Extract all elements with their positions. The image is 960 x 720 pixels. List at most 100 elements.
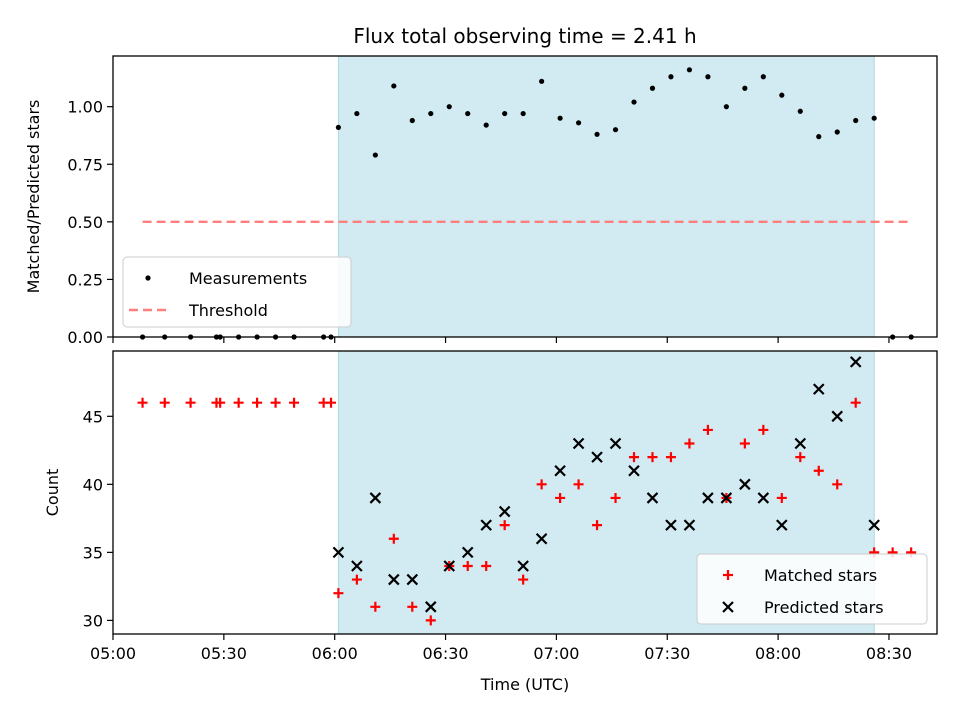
data-point bbox=[388, 533, 399, 544]
data-point bbox=[831, 410, 844, 423]
data-point bbox=[816, 134, 822, 140]
data-point bbox=[369, 492, 382, 504]
y-tick-label: 45 bbox=[83, 407, 103, 426]
axes-frame bbox=[112, 350, 938, 635]
data-point bbox=[332, 546, 345, 559]
legend: Matched stars Predicted stars bbox=[696, 553, 928, 625]
data-point bbox=[518, 574, 529, 585]
x-tick-label: 07:00 bbox=[533, 644, 579, 663]
x-tick-label: 06:30 bbox=[423, 644, 469, 663]
data-point bbox=[631, 99, 637, 105]
x-axis-label: Time (UTC) bbox=[480, 675, 569, 694]
data-point bbox=[333, 588, 344, 599]
data-point bbox=[612, 127, 619, 133]
data-point bbox=[406, 573, 419, 586]
data-point bbox=[705, 74, 711, 80]
data-point bbox=[407, 601, 418, 612]
data-point bbox=[215, 397, 226, 408]
legend-label: Matched stars bbox=[764, 566, 877, 585]
data-point bbox=[853, 117, 859, 124]
data-point bbox=[629, 452, 640, 463]
series-matched-stars bbox=[137, 397, 917, 626]
data-point bbox=[757, 492, 770, 504]
data-point bbox=[742, 85, 748, 91]
data-point bbox=[795, 452, 806, 463]
y-tick-label: 0.00 bbox=[67, 328, 103, 347]
data-point bbox=[779, 92, 785, 98]
data-point bbox=[517, 560, 529, 572]
data-point bbox=[720, 492, 733, 504]
observing-window-shade bbox=[337, 55, 875, 338]
data-point bbox=[289, 397, 300, 408]
data-point bbox=[739, 478, 751, 491]
data-point bbox=[610, 492, 621, 503]
data-point bbox=[684, 438, 695, 449]
data-point bbox=[647, 452, 658, 463]
y-tick-label: 0.25 bbox=[67, 270, 103, 289]
data-point bbox=[483, 122, 489, 128]
data-point bbox=[137, 397, 148, 408]
data-point bbox=[832, 479, 843, 490]
y-tick-label: 0.75 bbox=[67, 155, 103, 174]
data-point bbox=[461, 546, 474, 559]
data-point bbox=[871, 115, 877, 121]
data-point bbox=[354, 110, 360, 117]
series-predicted-stars bbox=[332, 356, 880, 613]
data-point bbox=[849, 356, 862, 368]
data-point bbox=[702, 424, 713, 435]
data-point bbox=[270, 397, 281, 408]
data-point bbox=[252, 397, 263, 408]
legend: Measurements Threshold bbox=[122, 256, 352, 328]
y-tick-label: 0.50 bbox=[67, 213, 103, 232]
data-point bbox=[776, 519, 788, 531]
data-point bbox=[535, 532, 548, 545]
data-point bbox=[592, 520, 603, 531]
data-point bbox=[480, 519, 492, 531]
data-point bbox=[572, 437, 585, 450]
data-point bbox=[326, 397, 337, 408]
data-point bbox=[723, 104, 729, 110]
data-point bbox=[646, 492, 659, 504]
data-point bbox=[499, 520, 510, 531]
count-panel: 30 35 40 45 05:00 05:30 06:00 06:30 07:00 07:30 08… bbox=[43, 350, 938, 663]
chart-title: Flux total observing time = 2.41 h bbox=[353, 24, 696, 48]
data-point bbox=[557, 115, 563, 121]
data-point bbox=[424, 601, 437, 613]
data-point bbox=[850, 397, 861, 408]
data-point bbox=[834, 129, 840, 135]
data-point bbox=[668, 74, 674, 80]
data-point bbox=[498, 505, 511, 518]
data-point bbox=[233, 397, 244, 408]
data-point bbox=[609, 437, 622, 450]
x-tick-label: 05:00 bbox=[90, 644, 136, 663]
data-point bbox=[594, 131, 600, 137]
y-axis-label: Matched/Predicted stars bbox=[24, 100, 43, 294]
data-point bbox=[797, 108, 803, 114]
data-point bbox=[628, 464, 640, 477]
data-point bbox=[665, 452, 676, 463]
data-point bbox=[686, 67, 693, 73]
y-tick-label: 40 bbox=[83, 475, 103, 494]
data-point bbox=[351, 574, 362, 585]
data-point bbox=[520, 110, 526, 117]
legend-box bbox=[696, 553, 928, 625]
legend-label: Measurements bbox=[189, 269, 307, 288]
x-tick-label: 08:30 bbox=[866, 644, 912, 663]
ratio-panel: 0.00 0.25 0.50 0.75 1.00 Matched/Predicted st… bbox=[24, 55, 938, 347]
data-point bbox=[554, 464, 566, 477]
data-point bbox=[335, 124, 341, 131]
x-tick-label: 08:00 bbox=[755, 644, 801, 663]
y-tick-label: 1.00 bbox=[67, 98, 103, 117]
data-point bbox=[702, 492, 714, 504]
data-point bbox=[351, 560, 363, 572]
data-point bbox=[465, 110, 471, 117]
data-point bbox=[649, 85, 656, 91]
legend-label: Threshold bbox=[188, 301, 268, 320]
data-point bbox=[428, 110, 434, 117]
data-point bbox=[391, 83, 397, 89]
data-point bbox=[813, 465, 824, 476]
data-point bbox=[539, 78, 545, 84]
data-point bbox=[573, 479, 584, 490]
data-point bbox=[575, 120, 582, 126]
